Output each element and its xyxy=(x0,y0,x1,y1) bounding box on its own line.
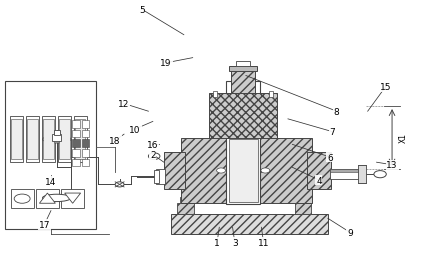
Bar xyxy=(72,130,80,138)
Text: 15: 15 xyxy=(380,83,391,92)
Bar xyxy=(26,117,39,162)
Bar xyxy=(54,131,59,135)
Text: 12: 12 xyxy=(118,100,130,109)
Bar xyxy=(181,138,312,203)
Circle shape xyxy=(261,168,270,173)
Bar xyxy=(72,140,80,147)
Bar xyxy=(5,81,96,229)
Circle shape xyxy=(374,171,386,178)
Text: 13: 13 xyxy=(386,161,398,170)
Bar xyxy=(171,215,328,234)
Bar xyxy=(236,61,250,67)
Circle shape xyxy=(115,182,124,187)
Circle shape xyxy=(14,194,30,203)
Polygon shape xyxy=(65,193,81,203)
Bar xyxy=(330,169,359,179)
Text: 18: 18 xyxy=(109,136,121,146)
Text: X1: X1 xyxy=(399,133,408,143)
Text: 11: 11 xyxy=(258,238,269,247)
Bar xyxy=(226,81,260,204)
Circle shape xyxy=(148,153,160,160)
Bar xyxy=(307,152,331,189)
Bar xyxy=(43,140,71,198)
Bar xyxy=(209,94,277,138)
Bar xyxy=(11,119,22,160)
Text: 4: 4 xyxy=(316,176,322,185)
Bar xyxy=(59,119,70,160)
Bar xyxy=(10,117,23,162)
Bar xyxy=(61,189,84,208)
Bar xyxy=(58,117,71,162)
Text: 10: 10 xyxy=(129,125,141,134)
Bar xyxy=(74,117,87,162)
Bar xyxy=(229,140,258,202)
Text: 2: 2 xyxy=(150,150,155,160)
Bar xyxy=(295,203,311,215)
Bar xyxy=(229,66,257,72)
Text: 1: 1 xyxy=(214,238,220,247)
Circle shape xyxy=(217,168,225,173)
Bar xyxy=(358,166,366,183)
Bar xyxy=(164,152,185,189)
Bar xyxy=(82,120,89,128)
Bar xyxy=(82,149,89,157)
Bar xyxy=(11,189,34,208)
Bar xyxy=(231,67,255,94)
Bar xyxy=(43,119,54,160)
Text: 5: 5 xyxy=(139,6,144,15)
Bar xyxy=(82,130,89,138)
Polygon shape xyxy=(39,193,55,203)
Bar xyxy=(297,198,309,203)
Bar xyxy=(72,149,80,157)
Bar xyxy=(52,135,61,141)
Text: 9: 9 xyxy=(347,228,353,237)
Bar xyxy=(27,119,38,160)
Bar xyxy=(82,159,89,167)
Text: 6: 6 xyxy=(327,153,333,162)
Bar xyxy=(75,119,85,160)
Text: 7: 7 xyxy=(330,128,335,137)
Bar xyxy=(330,170,359,172)
Bar xyxy=(42,117,55,162)
Bar xyxy=(82,140,89,147)
Text: 17: 17 xyxy=(39,220,50,229)
Text: 3: 3 xyxy=(232,238,237,247)
Text: 19: 19 xyxy=(160,59,172,68)
Bar xyxy=(213,91,217,98)
Bar xyxy=(156,169,165,184)
Text: 14: 14 xyxy=(45,177,57,186)
Bar xyxy=(154,170,159,183)
Bar xyxy=(180,198,191,203)
Bar xyxy=(72,120,80,128)
Bar xyxy=(72,159,80,167)
Bar xyxy=(36,189,59,208)
Bar xyxy=(269,91,273,98)
Bar xyxy=(177,203,194,215)
Text: 8: 8 xyxy=(334,107,339,116)
Ellipse shape xyxy=(43,195,71,202)
Text: 16: 16 xyxy=(147,140,159,149)
Ellipse shape xyxy=(43,136,71,143)
